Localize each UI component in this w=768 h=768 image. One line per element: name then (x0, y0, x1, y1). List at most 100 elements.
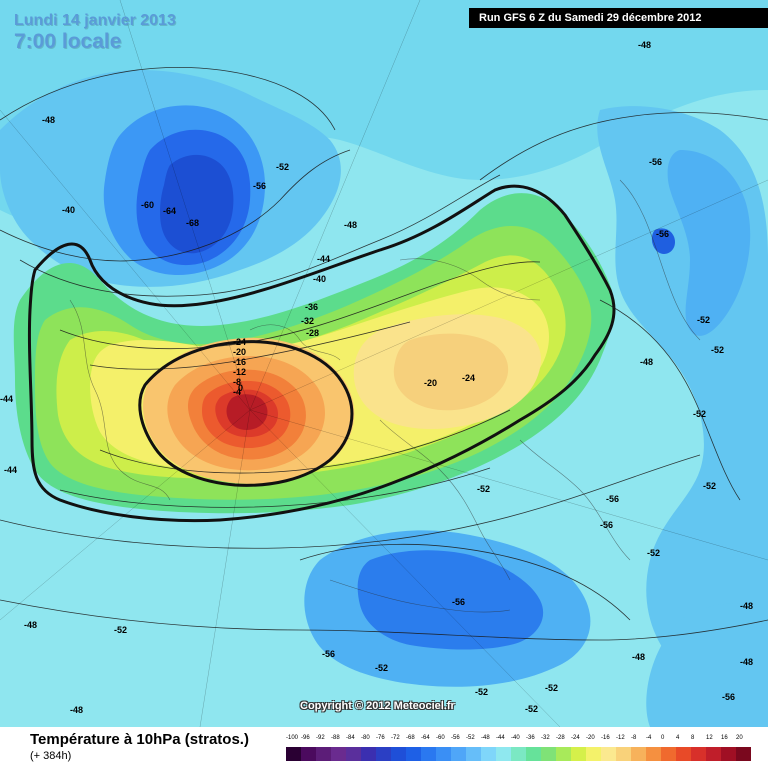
scale-tick-label: -24 (571, 735, 580, 741)
scale-swatch (571, 747, 586, 761)
scale-swatch (286, 747, 301, 761)
scale-swatch (406, 747, 421, 761)
scale-tick-label: -92 (316, 735, 325, 741)
scale-tick-label: -48 (481, 735, 490, 741)
warm-core-contour (138, 340, 354, 487)
contour-label: -40 (313, 274, 326, 284)
legend-title: Température à 10hPa (stratos.) (30, 731, 249, 748)
contour-label: -36 (305, 302, 318, 312)
cold-band-south-inner (357, 550, 544, 650)
scale-tick-label: -32 (541, 735, 550, 741)
contour-label: -56 (606, 494, 619, 504)
scale-tick-label: -88 (331, 735, 340, 741)
scale-tick-label: -20 (586, 735, 595, 741)
contour-label: -48 (640, 357, 653, 367)
scale-tick-label: -56 (451, 735, 460, 741)
scale-tick-label: -40 (511, 735, 520, 741)
scale-swatch (436, 747, 451, 761)
contour-label: -20 (233, 347, 246, 357)
vortex-edge-contour (27, 184, 616, 523)
scale-swatch (481, 747, 496, 761)
legend-subtitle: (+ 384h) (30, 750, 72, 762)
scale-tick-label: -68 (406, 735, 415, 741)
temperature-map: -48 -40 -60 -64 -68 -56 -52 -48 -44 -40 … (0, 0, 768, 727)
contour-label: -52 (477, 484, 490, 494)
contour-label: -52 (114, 625, 127, 635)
scale-swatch (376, 747, 391, 761)
color-scale-bar (286, 747, 751, 761)
contour-label: -24 (233, 337, 246, 347)
scale-tick-label: -52 (466, 735, 475, 741)
scale-tick-label: -80 (361, 735, 370, 741)
contour-label: -48 (70, 705, 83, 715)
scale-swatch (526, 747, 541, 761)
color-scale-labels: -100 -96 -92 -88 -84 -80 -76 -72 -68 -64 -60 -56 -52… (286, 735, 751, 745)
map-canvas: -48 -40 -60 -64 -68 -56 -52 -48 -44 -40 … (0, 0, 768, 727)
contour-label: -48 (24, 620, 37, 630)
contour-label: 0 (238, 383, 243, 393)
cold-spot-east (651, 228, 675, 254)
contour-label: -56 (253, 181, 266, 191)
model-run-banner: Run GFS 6 Z du Samedi 29 décembre 2012 (469, 8, 768, 28)
scale-swatch (721, 747, 736, 761)
contour-label: -52 (703, 481, 716, 491)
scale-tick-label: -28 (556, 735, 565, 741)
contour-label: -56 (322, 649, 335, 659)
contour-label-group: -48 -40 -60 -64 -68 -56 -52 -48 -44 -40 … (0, 40, 753, 715)
scale-swatch (646, 747, 661, 761)
contour-label: -52 (545, 683, 558, 693)
contour-label: -52 (697, 315, 710, 325)
contour-label: -40 (62, 205, 75, 215)
scale-swatch (541, 747, 556, 761)
contour-label: -52 (711, 345, 724, 355)
scale-swatch (466, 747, 481, 761)
contour-label: -56 (649, 157, 662, 167)
scale-tick-label: -4 (646, 735, 652, 741)
contour-label: -44 (317, 254, 330, 264)
scale-tick-label: -96 (301, 735, 310, 741)
scale-tick-label: -76 (376, 735, 385, 741)
scale-swatch (316, 747, 331, 761)
contour-label: -24 (462, 373, 475, 383)
scale-swatch (661, 747, 676, 761)
warm-pool-east-inner (393, 333, 509, 411)
copyright-text: Copyright © 2012 Meteociel.fr (300, 700, 455, 712)
scale-tick-label: 0 (661, 735, 665, 741)
contour-label: -48 (632, 652, 645, 662)
scale-swatch (601, 747, 616, 761)
contour-label: -52 (475, 687, 488, 697)
contour-label: -48 (638, 40, 651, 50)
scale-tick-label: -64 (421, 735, 430, 741)
graticule-lines (0, 0, 768, 727)
scale-swatch (346, 747, 361, 761)
isotherm-lines (0, 67, 768, 641)
contour-label: -44 (4, 465, 17, 475)
coastline-lines (69, 179, 701, 613)
scale-swatch (631, 747, 646, 761)
contour-label: -48 (740, 601, 753, 611)
scale-tick-label: -12 (616, 735, 625, 741)
scale-tick-label: 4 (676, 735, 680, 741)
contour-label: -52 (647, 548, 660, 558)
contour-label: -48 (740, 657, 753, 667)
contour-label: -52 (525, 704, 538, 714)
scale-tick-label: -84 (346, 735, 355, 741)
scale-swatch (496, 747, 511, 761)
contour-label: -56 (722, 692, 735, 702)
scale-tick-label: -100 (286, 735, 299, 741)
cold-zone-southeast (646, 603, 768, 727)
scale-swatch (451, 747, 466, 761)
scale-tick-label: -8 (631, 735, 637, 741)
scale-swatch (511, 747, 526, 761)
contour-label: -64 (163, 206, 176, 216)
cold-zone-east-inner (667, 150, 751, 336)
contour-label: -56 (452, 597, 465, 607)
contour-label: -48 (42, 115, 55, 125)
scale-swatch (586, 747, 601, 761)
contour-label: -20 (424, 378, 437, 388)
scale-swatch (676, 747, 691, 761)
legend-footer: Température à 10hPa (stratos.) (+ 384h) … (0, 727, 768, 768)
contour-label: -44 (0, 394, 13, 404)
scale-swatch (616, 747, 631, 761)
